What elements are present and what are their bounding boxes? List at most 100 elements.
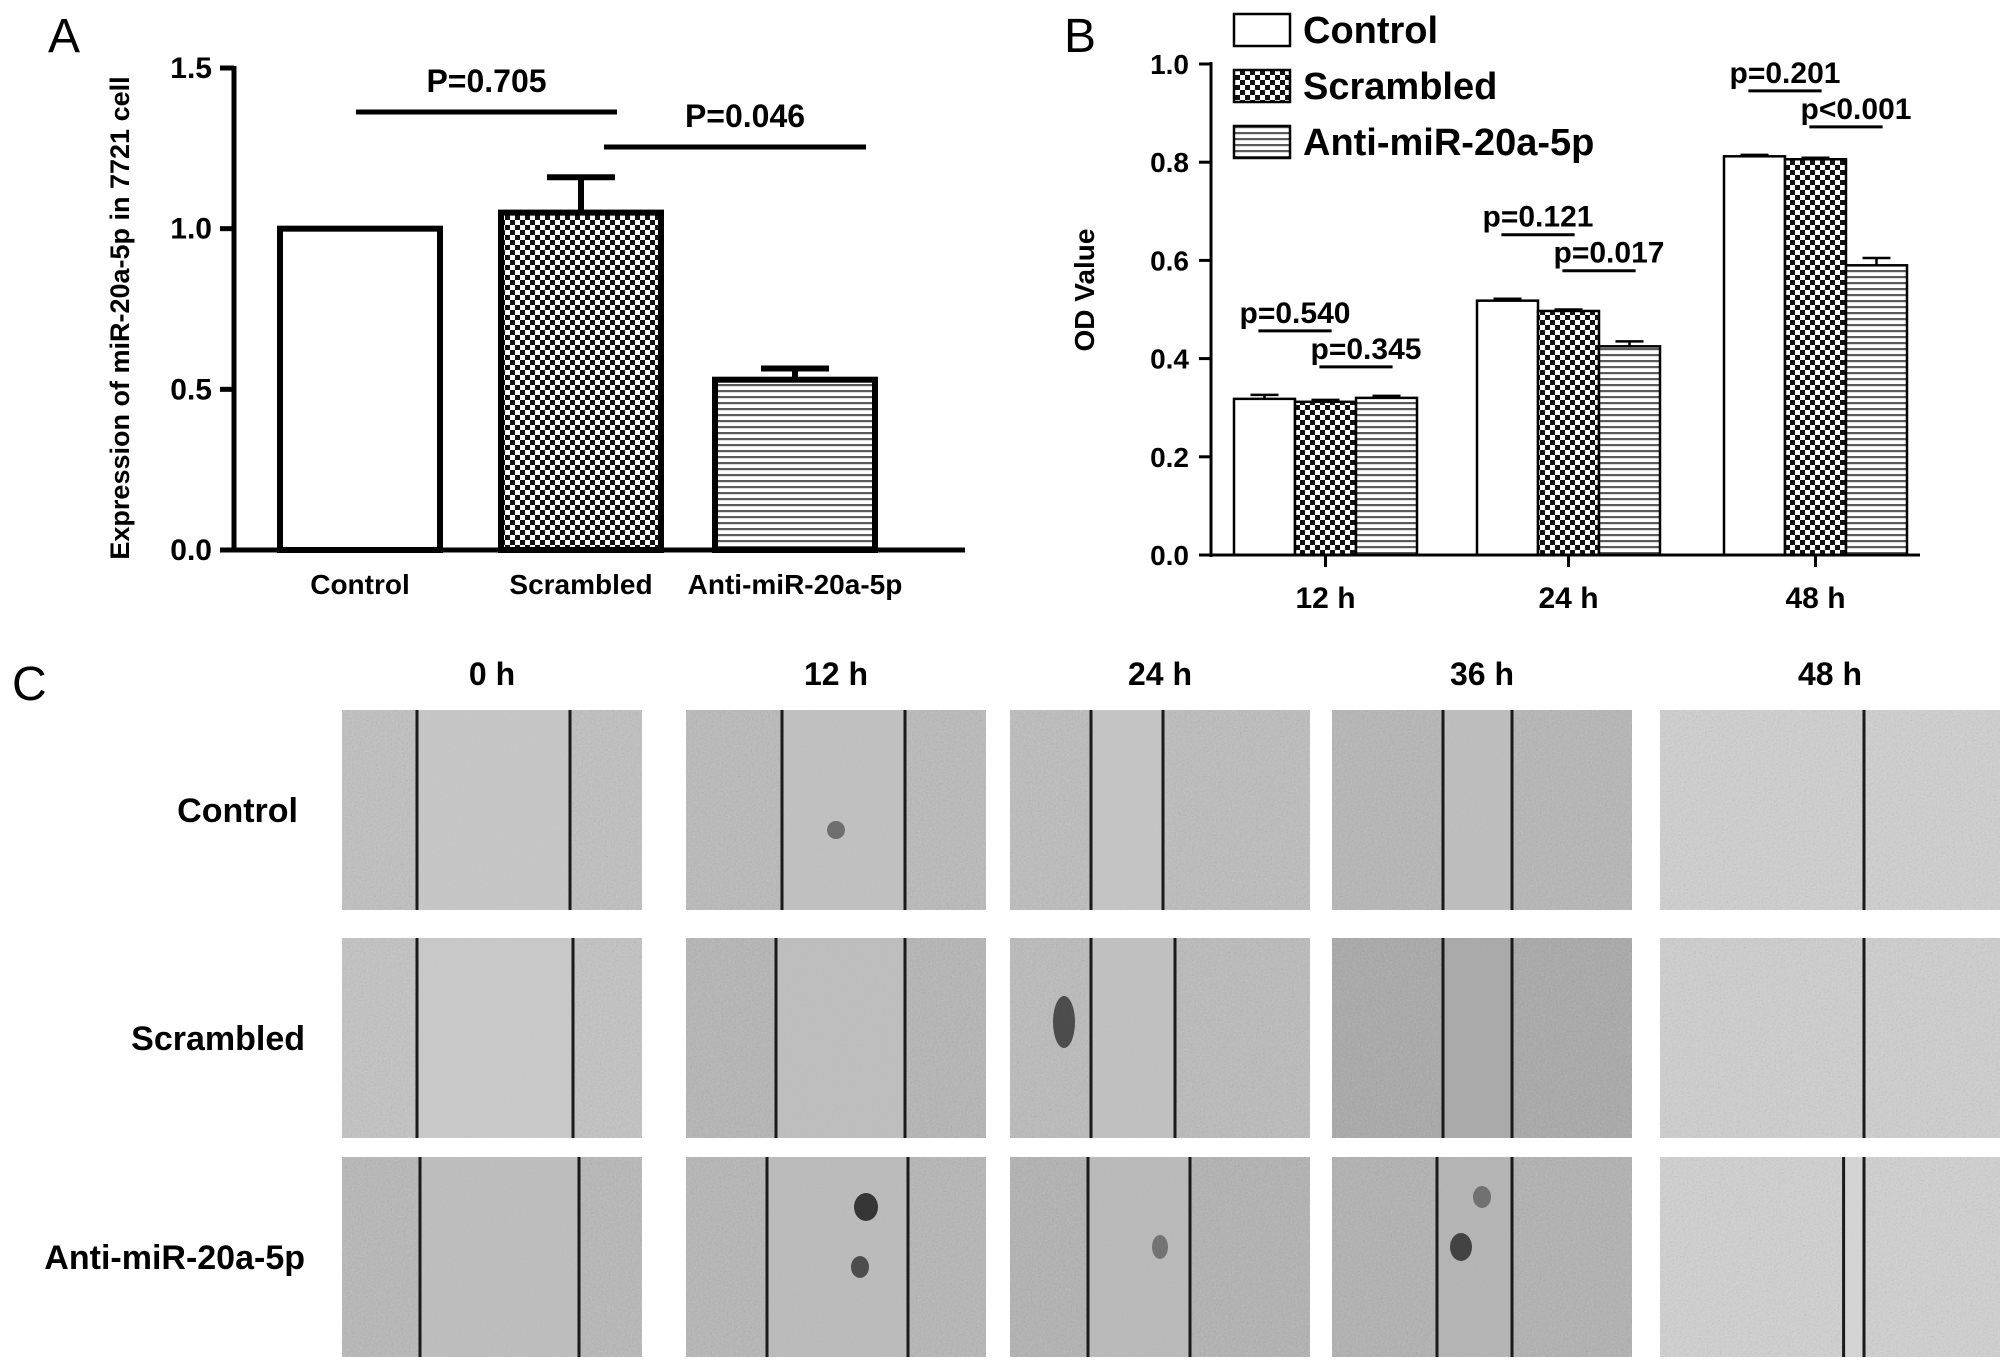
c-scratch-gap-smooth bbox=[1443, 710, 1512, 910]
c-row-label: Scrambled bbox=[131, 1020, 305, 1058]
c-scratch-gap-smooth bbox=[1443, 938, 1512, 1138]
c-cell-texture bbox=[1660, 710, 2000, 910]
a-y-axis-label: Expression of miR-20a-5p in 7721 cell bbox=[105, 76, 135, 559]
b-x-tick-label: 24 h bbox=[1538, 582, 1598, 615]
c-column-label: 36 h bbox=[1450, 656, 1514, 692]
c-micrograph-0-0 bbox=[342, 710, 642, 910]
b-bar-1-2 bbox=[1597, 345, 1662, 557]
b-legend: Control Scrambled Anti-miR-20a-5p bbox=[1232, 10, 1594, 164]
b-legend-swatch-1 bbox=[1232, 68, 1292, 104]
a-y-tick-label: 0.5 bbox=[170, 373, 212, 406]
b-bar-0-1 bbox=[1293, 400, 1358, 557]
c-column-label: 24 h bbox=[1128, 656, 1192, 692]
b-x-tick-label: 48 h bbox=[1785, 582, 1845, 615]
c-micrograph-grid bbox=[342, 710, 2000, 1357]
a-y-tick-label: 1.5 bbox=[170, 52, 212, 85]
b-y-tick-label: 0.0 bbox=[1150, 540, 1189, 571]
b-y-ticks: 0.0 0.2 0.4 0.6 0.8 1.0 bbox=[1150, 49, 1211, 571]
c-scratch-gap-smooth bbox=[1091, 938, 1175, 1138]
c-micrograph-1-1 bbox=[686, 938, 986, 1138]
c-micrograph-0-3 bbox=[1332, 710, 1632, 910]
b-x-tick-label: 12 h bbox=[1295, 582, 1355, 615]
c-scratch-gap-smooth bbox=[1437, 1157, 1512, 1357]
b-bar-0-2 bbox=[1354, 396, 1419, 557]
c-micrograph-0-1 bbox=[686, 710, 986, 910]
c-debris-spot bbox=[827, 821, 845, 839]
b-p-value: p=0.540 bbox=[1240, 297, 1351, 330]
c-cell-texture bbox=[1660, 938, 2000, 1138]
c-cell-texture bbox=[1660, 1157, 2000, 1357]
c-scratch-gap-smooth bbox=[420, 1157, 579, 1357]
b-p-value: p=0.345 bbox=[1311, 333, 1422, 366]
a-x-tick-label: Control bbox=[310, 569, 410, 600]
c-micrograph-1-3 bbox=[1332, 938, 1632, 1138]
c-scratch-gap-smooth bbox=[417, 710, 570, 910]
a-bar-2 bbox=[712, 376, 878, 553]
c-row-label: Anti-miR-20a-5p bbox=[44, 1239, 305, 1277]
b-bar-2-1 bbox=[1783, 158, 1848, 557]
b-p-value: p=0.121 bbox=[1483, 201, 1594, 234]
c-scratch-gap-smooth bbox=[1088, 1157, 1190, 1357]
c-debris-spot bbox=[854, 1193, 878, 1221]
b-legend-label: Scrambled bbox=[1303, 66, 1497, 108]
c-debris-spot bbox=[1053, 996, 1075, 1048]
c-column-label: 48 h bbox=[1798, 656, 1862, 692]
c-debris-spot bbox=[1473, 1186, 1491, 1208]
c-scratch-gap-smooth bbox=[767, 1157, 908, 1357]
a-annotations: P=0.705 P=0.046 bbox=[356, 63, 866, 150]
b-y-axis-label: OD Value bbox=[1069, 229, 1100, 352]
b-legend-label: Control bbox=[1303, 10, 1438, 52]
c-scratch-gap-smooth bbox=[782, 710, 905, 910]
a-bar-0 bbox=[277, 225, 443, 554]
c-micrograph-0-2 bbox=[1010, 710, 1310, 910]
b-bar-1-1 bbox=[1536, 309, 1601, 557]
c-scratch-gap-smooth bbox=[1843, 1157, 1864, 1357]
b-p-value: p<0.001 bbox=[1801, 93, 1912, 126]
a-x-tick-label: Scrambled bbox=[509, 569, 652, 600]
b-bar-2-0 bbox=[1722, 155, 1787, 557]
c-scratch-gap-smooth bbox=[1091, 710, 1163, 910]
c-micrograph-0-4 bbox=[1660, 710, 2000, 910]
c-debris-spot bbox=[1152, 1235, 1168, 1259]
c-micrograph-1-0 bbox=[342, 938, 642, 1138]
a-y-ticks: 0.0 0.5 1.0 1.5 bbox=[170, 52, 234, 567]
c-micrograph-2-3 bbox=[1332, 1157, 1632, 1357]
a-p-value: P=0.046 bbox=[685, 98, 805, 134]
a-p-value: P=0.705 bbox=[426, 63, 546, 99]
c-row-labels: Control Scrambled Anti-miR-20a-5p bbox=[44, 792, 305, 1277]
c-debris-spot bbox=[1450, 1233, 1472, 1261]
panel-label-a: A bbox=[48, 10, 80, 63]
chart-a: 0.0 0.5 1.0 1.5 Control Scrambled Anti-miR-20… bbox=[105, 52, 965, 600]
panel-c-scratch-assay: 0 h 12 h 24 h 36 h 48 h Control Scrambled Anti… bbox=[44, 656, 2000, 1357]
b-bar-0-0 bbox=[1232, 397, 1297, 557]
b-y-tick-label: 0.8 bbox=[1150, 147, 1189, 178]
c-micrograph-2-1 bbox=[686, 1157, 986, 1357]
c-micrograph-2-0 bbox=[342, 1157, 642, 1357]
c-column-labels: 0 h 12 h 24 h 36 h 48 h bbox=[469, 656, 1862, 692]
a-x-labels: Control Scrambled Anti-miR-20a-5p bbox=[310, 569, 902, 600]
b-y-tick-label: 0.6 bbox=[1150, 245, 1189, 276]
b-bar-1-0 bbox=[1475, 299, 1540, 557]
b-legend-label: Anti-miR-20a-5p bbox=[1303, 122, 1594, 164]
b-bar-2-2 bbox=[1844, 264, 1909, 557]
c-micrograph-2-4 bbox=[1660, 1157, 2000, 1357]
c-debris-spot bbox=[851, 1256, 869, 1278]
c-row-label: Control bbox=[177, 792, 298, 830]
b-x-labels: 12 h 24 h 48 h bbox=[1295, 555, 1846, 615]
b-legend-swatch-2 bbox=[1232, 124, 1292, 160]
b-y-tick-label: 0.2 bbox=[1150, 442, 1189, 473]
b-p-value: p=0.017 bbox=[1554, 237, 1665, 270]
b-p-value: p=0.201 bbox=[1730, 57, 1841, 90]
a-bar-1 bbox=[498, 209, 664, 553]
a-y-tick-label: 0.0 bbox=[170, 534, 212, 567]
c-micrograph-1-4 bbox=[1660, 938, 2000, 1138]
c-scratch-gap-smooth bbox=[417, 938, 573, 1138]
b-y-tick-label: 0.4 bbox=[1150, 344, 1189, 375]
c-scratch-gap-smooth bbox=[776, 938, 905, 1138]
a-y-tick-label: 1.0 bbox=[170, 213, 212, 246]
a-bars bbox=[277, 174, 878, 554]
b-legend-swatch-0 bbox=[1232, 12, 1292, 48]
b-y-tick-label: 1.0 bbox=[1150, 49, 1189, 80]
